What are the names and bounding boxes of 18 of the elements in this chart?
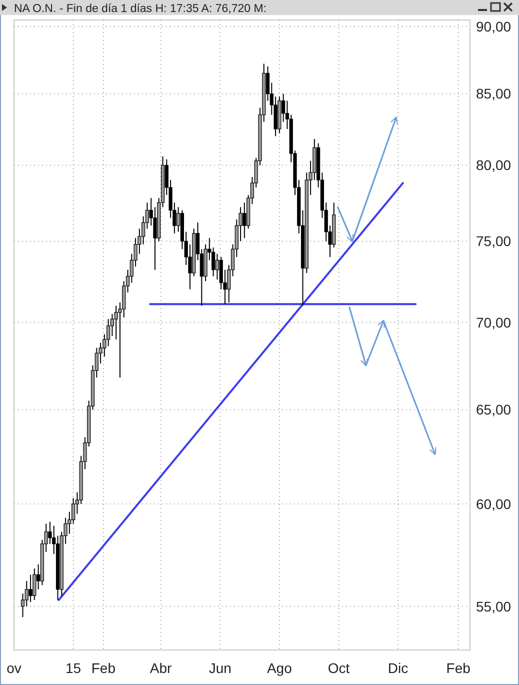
x-tick-label: Dic <box>388 660 408 676</box>
y-tick-label: 65,00 <box>476 402 512 418</box>
x-tick-label: Feb <box>91 660 116 676</box>
x-tick-label: ov <box>6 660 22 676</box>
x-tick-label: Ago <box>266 660 292 676</box>
x-tick-label: Oct <box>328 660 350 676</box>
y-tick-label: 85,00 <box>476 86 512 102</box>
x-tick-label: Abr <box>150 660 172 676</box>
y-tick-label: 55,00 <box>476 598 512 614</box>
y-tick-label: 75,00 <box>476 233 512 250</box>
chart-title: NA O.N. - Fin de día 1 días H: 17:35 A: 76,720 M: <box>14 3 266 15</box>
y-tick-label: 70,00 <box>476 314 512 330</box>
y-tick-label: 60,00 <box>476 496 512 512</box>
x-tick-label: Feb <box>446 660 471 676</box>
y-tick-label: 80,00 <box>476 157 512 174</box>
y-tick-label: 90,00 <box>476 18 512 34</box>
x-tick-label: 15 <box>66 660 82 676</box>
x-tick-label: Jun <box>208 660 232 676</box>
